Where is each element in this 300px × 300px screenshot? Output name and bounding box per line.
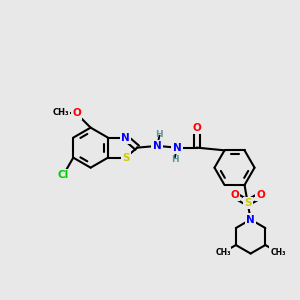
Text: H: H xyxy=(156,130,163,139)
Text: S: S xyxy=(122,153,129,163)
Text: N: N xyxy=(246,214,255,224)
Text: O: O xyxy=(256,190,265,200)
Text: CH₃: CH₃ xyxy=(271,248,286,257)
Text: H: H xyxy=(171,155,178,164)
Text: CH₃: CH₃ xyxy=(52,108,69,117)
Text: N: N xyxy=(121,133,130,142)
Text: S: S xyxy=(244,198,251,208)
Text: O: O xyxy=(230,190,239,200)
Text: O: O xyxy=(193,123,202,133)
Text: O: O xyxy=(72,109,81,118)
Text: CH₃: CH₃ xyxy=(215,248,231,257)
Text: Cl: Cl xyxy=(58,170,69,180)
Text: N: N xyxy=(173,143,182,153)
Text: N: N xyxy=(153,141,161,151)
